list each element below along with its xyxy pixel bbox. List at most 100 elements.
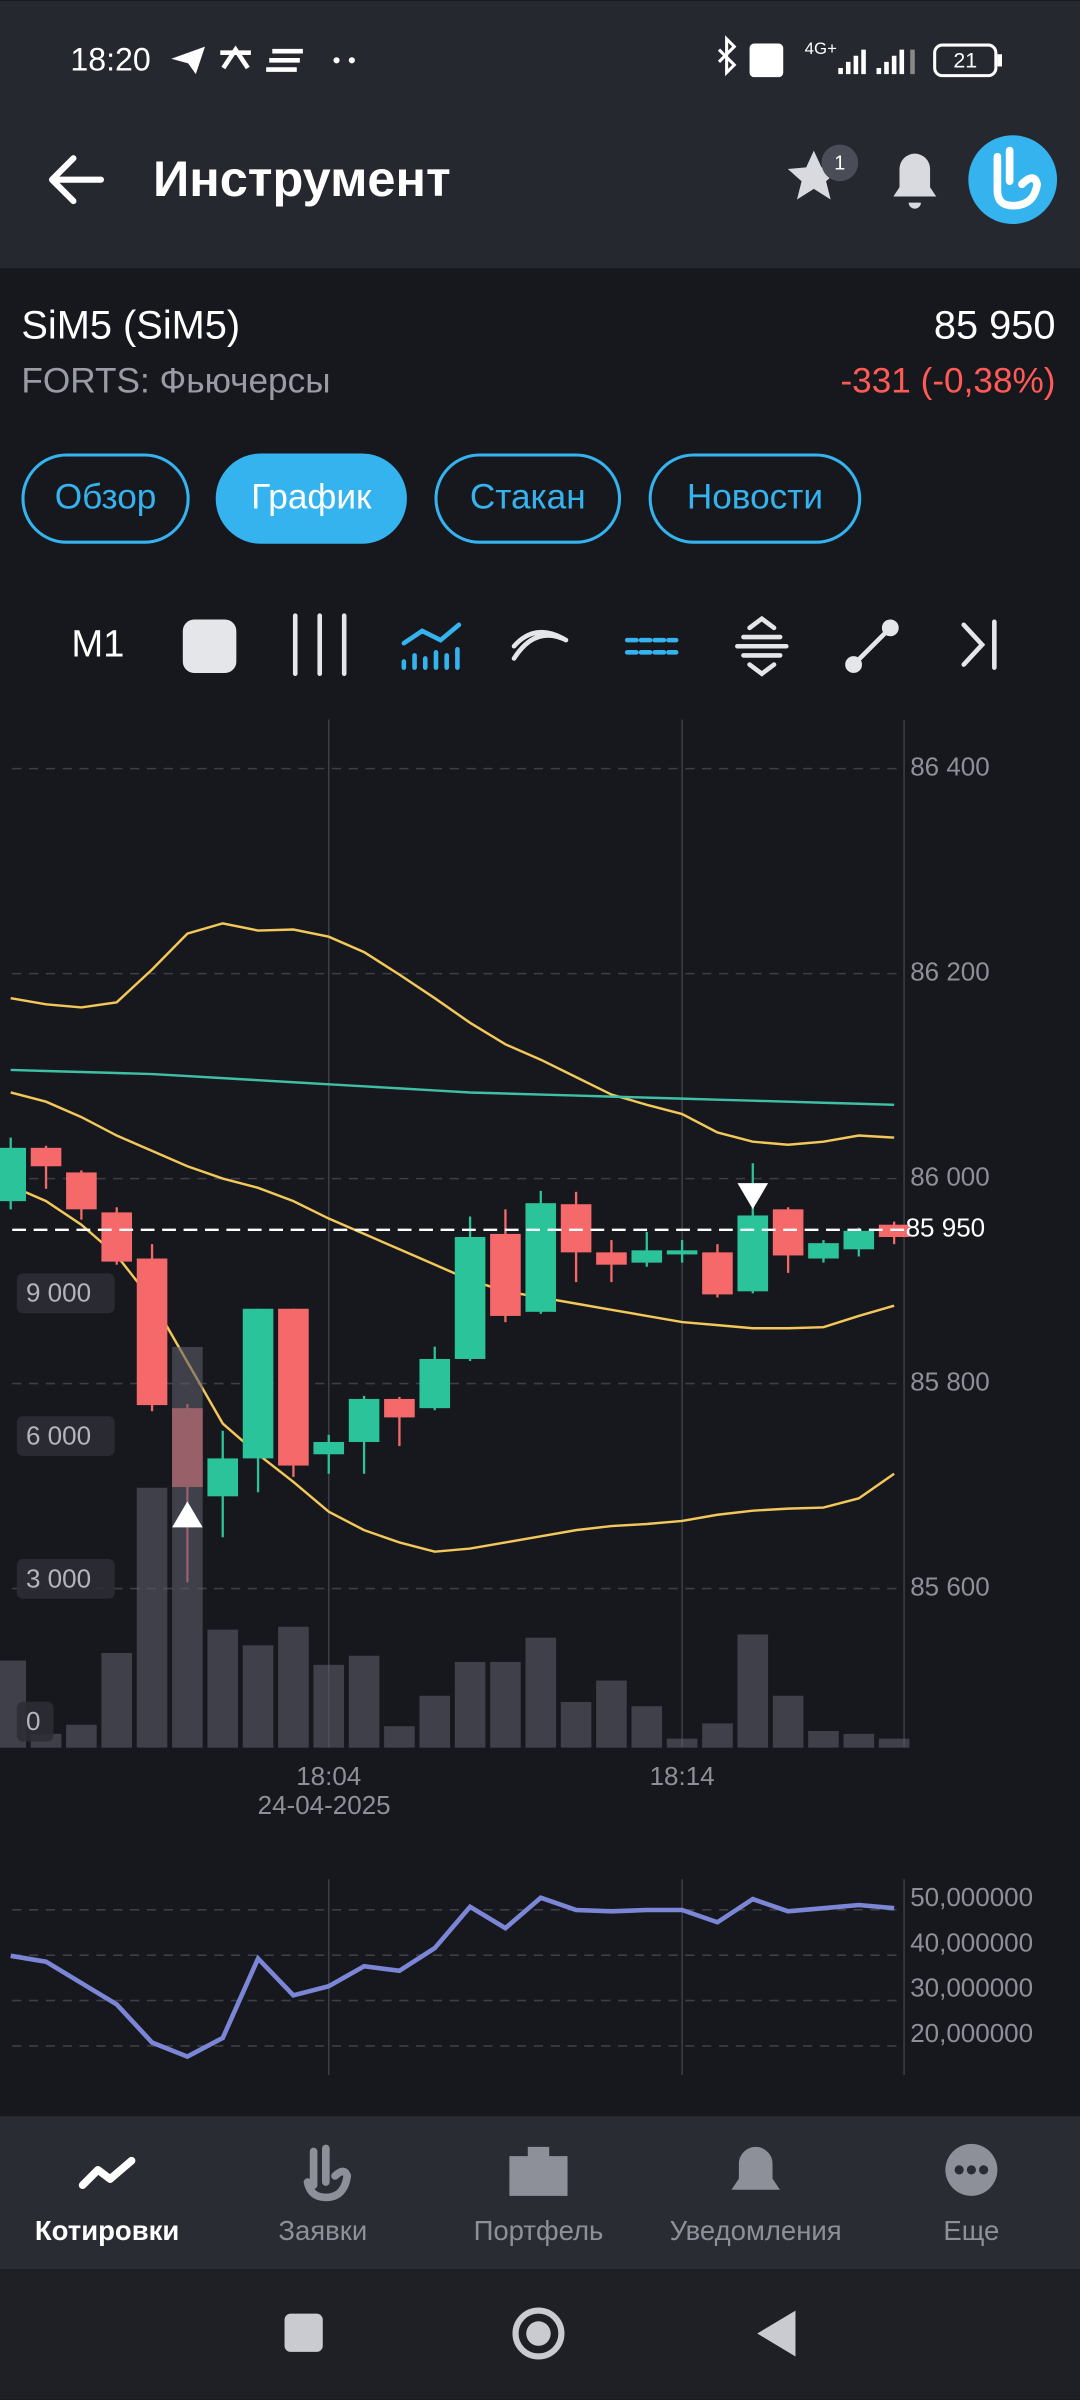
candle-body — [808, 1243, 839, 1259]
tab[interactable] — [648, 453, 862, 544]
bluetooth-icon — [717, 35, 737, 77]
candle-body — [737, 1215, 769, 1292]
volume-bar — [136, 1487, 168, 1748]
calendar-button[interactable] — [182, 619, 237, 674]
volume-bar — [278, 1626, 309, 1748]
tab[interactable] — [21, 453, 190, 544]
channel-button[interactable] — [735, 615, 789, 677]
candle-body — [313, 1441, 345, 1455]
y-tick-label: 40,000000 — [910, 1927, 1033, 1957]
volume-bar — [454, 1661, 486, 1748]
indicator-line — [10, 1895, 895, 2060]
candle-body — [560, 1204, 592, 1253]
nav-icon-dot — [979, 2165, 989, 2175]
indicator-line — [10, 1091, 895, 1330]
profile-icon — [993, 146, 1042, 210]
nav-icon[interactable] — [78, 2156, 136, 2189]
candle-body — [843, 1230, 875, 1250]
tab[interactable] — [434, 453, 622, 544]
candle-body — [348, 1398, 380, 1442]
nav-icon-dot — [966, 2165, 976, 2175]
status-time: 18:20 — [70, 41, 150, 77]
y-tick-label: 86 000 — [910, 1161, 990, 1191]
volume-bar — [525, 1637, 557, 1748]
volume-bar — [702, 1723, 733, 1748]
tab-label: Новости — [687, 478, 823, 517]
signal — [884, 61, 889, 75]
notifications-button[interactable] — [893, 153, 937, 209]
nav-icon[interactable] — [303, 2144, 352, 2202]
nav-icon[interactable] — [731, 2146, 780, 2190]
candle-body — [0, 1147, 27, 1202]
levels-button[interactable] — [624, 637, 679, 655]
volume-tick-label: 9 000 — [26, 1278, 91, 1308]
trendline-button[interactable] — [851, 625, 893, 667]
candle-body — [30, 1147, 62, 1167]
volume-tick-box — [16, 1558, 115, 1599]
volume-tick-box — [16, 1273, 115, 1314]
nav-label[interactable]: Уведомления — [670, 2215, 842, 2246]
candle-body — [242, 1308, 274, 1459]
battery-tip — [997, 54, 1002, 67]
volume-bar — [878, 1738, 910, 1748]
back-system-button[interactable] — [757, 2310, 796, 2357]
candle-body — [490, 1233, 521, 1316]
y-tick-label: 86 200 — [910, 956, 990, 986]
y-tick-label: 30,000000 — [910, 1973, 1033, 2003]
dot — [348, 57, 355, 64]
tab-label: График — [251, 478, 372, 517]
indicator-chart: 20,000000 30,000000 40,000000 50,000000 — [10, 1879, 1033, 2076]
bottom-nav: Котировки Заявки Портфель Уведомления Еще — [35, 2143, 999, 2246]
signal — [891, 55, 897, 75]
home-button[interactable] — [512, 2307, 565, 2360]
nav-label[interactable]: Портфель — [474, 2215, 604, 2246]
app-icon — [220, 45, 251, 70]
status-network: 4G+ — [805, 39, 837, 58]
instrument-price: 85 950 — [934, 304, 1056, 348]
badge-count: 1 — [834, 153, 845, 175]
volume-bar — [631, 1706, 663, 1748]
signal — [876, 67, 882, 75]
tabs: Обзор График Стакан Новости — [21, 453, 862, 544]
favorites-button[interactable] — [787, 150, 840, 200]
battery-icon — [933, 43, 998, 78]
back-button[interactable] — [48, 155, 105, 205]
candle-body — [596, 1252, 627, 1265]
signal — [910, 49, 915, 75]
volume-bar — [384, 1726, 415, 1748]
lines-button[interactable] — [511, 630, 569, 661]
date-label: 24-04-2025 — [258, 1790, 391, 1820]
y-tick-label: 85 800 — [910, 1366, 990, 1396]
volume-bar — [843, 1733, 875, 1748]
nav-label[interactable]: Котировки — [35, 2215, 180, 2246]
recents-button[interactable] — [284, 2313, 323, 2352]
tab[interactable] — [215, 453, 407, 544]
nav-label[interactable]: Еще — [943, 2215, 999, 2246]
volume-bar — [419, 1695, 451, 1748]
nav-icon[interactable] — [509, 2146, 568, 2196]
x-tick-label: 18:04 — [296, 1761, 361, 1791]
candles-button[interactable] — [292, 613, 347, 677]
volume-bar — [101, 1652, 133, 1748]
candle-body — [207, 1458, 239, 1497]
y-tick-label: 20,000000 — [910, 2018, 1033, 2048]
scroll-end-button[interactable] — [961, 619, 997, 670]
candle-body — [525, 1203, 557, 1312]
signal — [899, 49, 905, 75]
timeframe-button[interactable]: M1 — [71, 622, 124, 665]
app-icon — [266, 48, 303, 72]
status-battery: 21 — [953, 49, 977, 73]
trendline-dot — [881, 619, 899, 637]
header-background — [0, 0, 1080, 269]
volume-bar — [490, 1661, 521, 1748]
volume-bar — [596, 1680, 627, 1748]
badge — [821, 144, 859, 182]
dot — [333, 57, 340, 64]
signal — [845, 61, 851, 75]
nav-label[interactable]: Заявки — [278, 2215, 367, 2246]
indicators-button[interactable] — [401, 622, 462, 670]
volume-bar — [348, 1655, 380, 1748]
toolbar-icons — [182, 613, 997, 677]
trade-marker-down — [737, 1183, 769, 1210]
